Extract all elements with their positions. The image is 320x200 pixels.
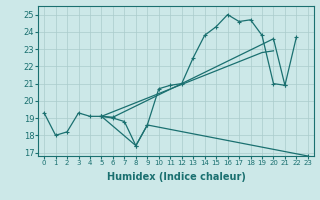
X-axis label: Humidex (Indice chaleur): Humidex (Indice chaleur): [107, 172, 245, 182]
